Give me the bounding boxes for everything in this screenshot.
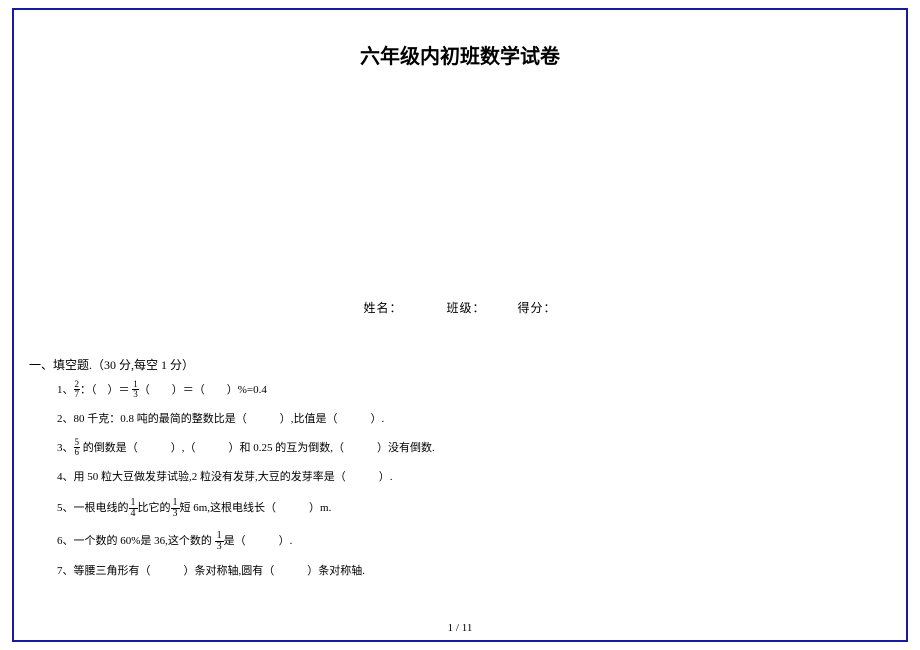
question-6: 6、一个数的 60%是 36,这个数的 13是（ ）. <box>57 531 871 552</box>
q3-prefix: 3、 <box>57 442 74 454</box>
name-blank <box>406 301 442 315</box>
q3-fraction: 56 <box>74 438 81 457</box>
question-1: 1、27：（ ）＝ 13（ ）＝（ ）%=0.4 <box>57 381 871 400</box>
page-number: 1 / 11 <box>14 622 906 634</box>
question-5: 5、一根电线的14比它的13短 6m,这根电线长（ ）m. <box>57 498 871 519</box>
exam-title: 六年级内初班数学试卷 <box>49 40 871 69</box>
student-info-line: 姓名： 班级： 得分： <box>49 299 871 316</box>
q1-fraction-1: 27 <box>74 380 81 399</box>
q5-fraction-1: 14 <box>129 498 138 519</box>
section-1-header: 一、填空题.（30 分,每空 1 分） <box>29 356 871 373</box>
q6-rest: 是（ ）. <box>224 535 293 547</box>
q5-mid: 比它的 <box>138 502 171 514</box>
page-content: 六年级内初班数学试卷 姓名： 班级： 得分： 一、填空题.（30 分,每空 1 … <box>14 10 906 640</box>
class-blank <box>490 301 514 315</box>
q6-fraction: 13 <box>215 531 224 552</box>
name-label: 姓名： <box>363 301 402 315</box>
page-border: 六年级内初班数学试卷 姓名： 班级： 得分： 一、填空题.（30 分,每空 1 … <box>12 8 908 642</box>
question-4: 4、用 50 粒大豆做发芽试验,2 粒没有发芽,大豆的发芽率是（ ）. <box>57 470 871 485</box>
score-label: 得分： <box>518 301 557 315</box>
question-3: 3、56 的倒数是（ ）,（ ）和 0.25 的互为倒数,（ ）没有倒数. <box>57 439 871 458</box>
q1-prefix: 1、 <box>57 384 74 396</box>
q5-rest: 短 6m,这根电线长（ ）m. <box>180 502 332 514</box>
q1-part2: （ ）＝（ ）%=0.4 <box>139 384 267 396</box>
question-2: 2、80 千克：0.8 吨的最简的整数比是（ ）,比值是（ ）. <box>57 412 871 427</box>
question-7: 7、等腰三角形有（ ）条对称轴,圆有（ ）条对称轴. <box>57 564 871 579</box>
q3-rest: 的倒数是（ ）,（ ）和 0.25 的互为倒数,（ ）没有倒数. <box>80 442 435 454</box>
q5-fraction-2: 13 <box>171 498 180 519</box>
class-label: 班级： <box>446 301 485 315</box>
q6-prefix: 6、一个数的 60%是 36,这个数的 <box>57 535 215 547</box>
q1-fraction-2: 13 <box>132 380 139 399</box>
q5-prefix: 5、一根电线的 <box>57 502 129 514</box>
q1-part1: ：（ ）＝ <box>80 384 130 396</box>
